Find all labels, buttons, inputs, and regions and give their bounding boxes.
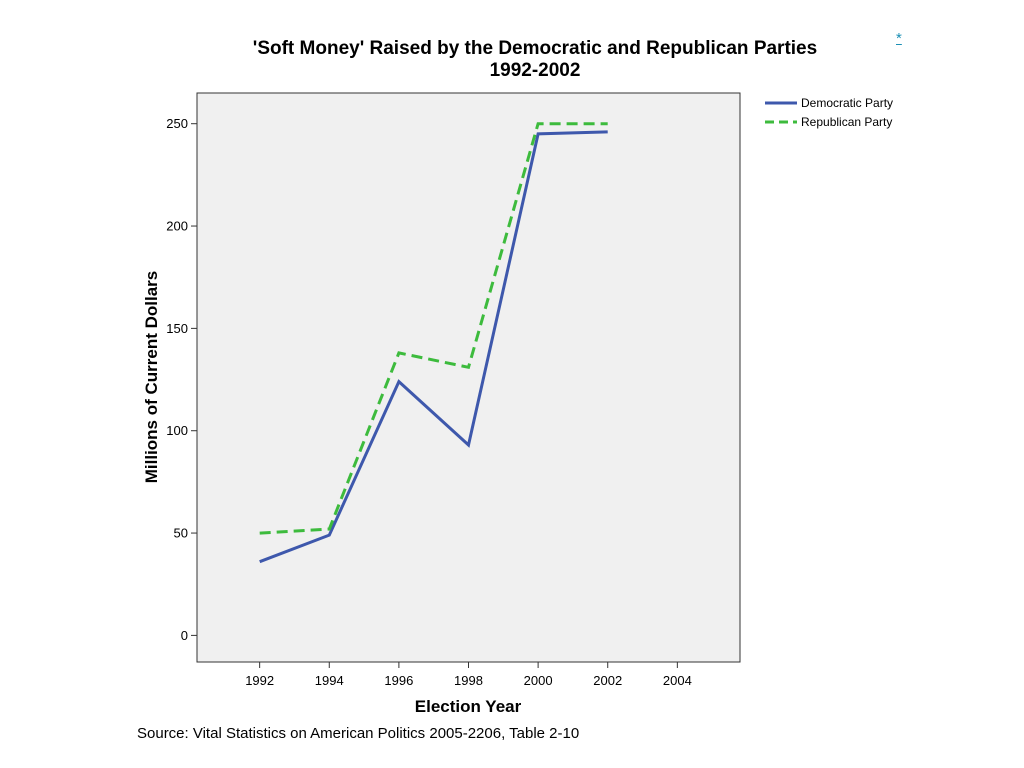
y-tick-label: 150: [166, 321, 188, 336]
y-tick-label: 200: [166, 219, 188, 234]
series-line-republican-party: [259, 122, 608, 535]
x-tick-label: 1998: [454, 673, 483, 688]
y-tick-label: 0: [181, 628, 188, 643]
x-tick-label: 1996: [384, 673, 413, 688]
y-axis-title: Millions of Current Dollars: [142, 271, 161, 484]
series-lines: [259, 122, 608, 564]
y-axis-ticks: 0 50 100 150 200 250: [166, 116, 197, 643]
x-axis-title: Election Year: [415, 697, 522, 716]
plot-area: [196, 92, 741, 663]
x-tick-label: 2000: [524, 673, 553, 688]
series-line-democratic-party: [259, 130, 608, 564]
chart-title: 'Soft Money' Raised by the Democratic an…: [253, 38, 817, 59]
legend-label: Democratic Party: [801, 96, 893, 110]
x-tick-label: 2002: [593, 673, 622, 688]
x-tick-label: 1992: [245, 673, 274, 688]
y-tick-label: 100: [166, 423, 188, 438]
legend-label: Republican Party: [801, 115, 892, 129]
x-tick-label: 1994: [315, 673, 344, 688]
x-tick-label: 2004: [663, 673, 692, 688]
legend: Democratic Party Republican Party: [765, 96, 893, 129]
footnote-link[interactable]: *: [896, 30, 902, 47]
x-axis-ticks: 1992 1994 1996 1998 2000 2002 2004: [245, 662, 692, 688]
source-note: Source: Vital Statistics on American Pol…: [137, 725, 580, 742]
chart-subtitle: 1992-2002: [490, 60, 581, 81]
y-tick-label: 250: [166, 116, 188, 131]
y-tick-label: 50: [174, 526, 188, 541]
